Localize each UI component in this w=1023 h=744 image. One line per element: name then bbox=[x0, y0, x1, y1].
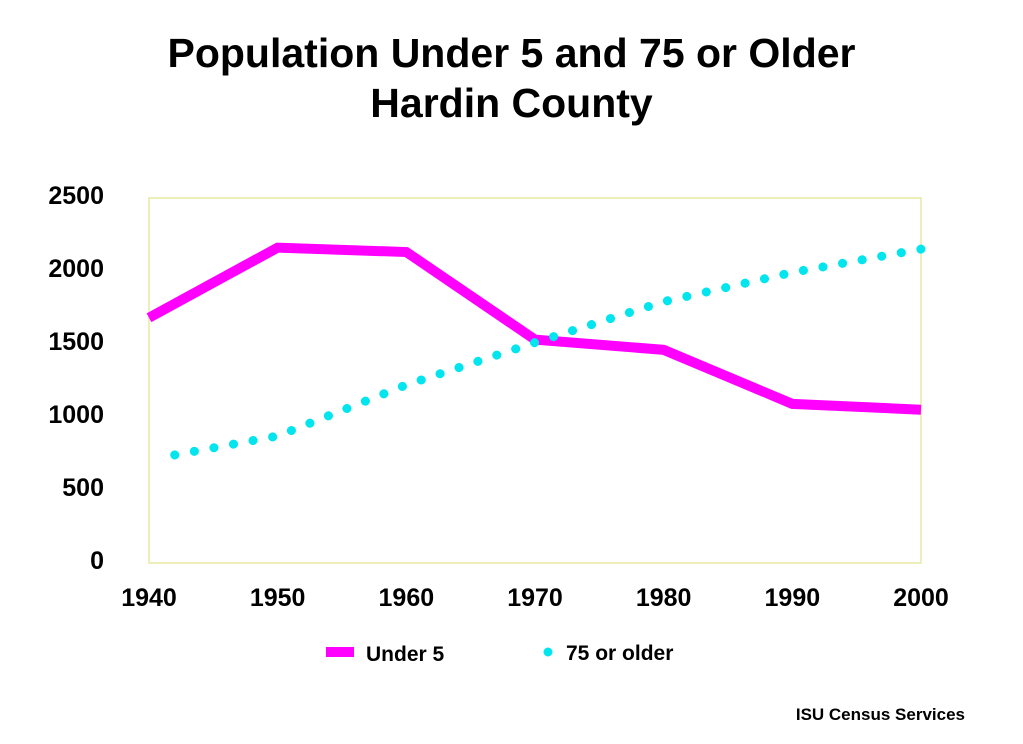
y-tick-label: 1500 bbox=[48, 328, 104, 356]
chart-title-block: Population Under 5 and 75 or Older Hardi… bbox=[0, 28, 1023, 128]
x-tick-label: 1940 bbox=[121, 584, 177, 612]
legend: Under 5 75 or older bbox=[326, 642, 673, 666]
y-tick-label: 2000 bbox=[48, 255, 104, 283]
chart-subtitle: Hardin County bbox=[370, 80, 653, 126]
y-tick-label: 0 bbox=[90, 547, 104, 575]
x-tick-label: 1980 bbox=[636, 584, 692, 612]
x-axis: 1940 1950 1960 1970 1980 1990 2000 bbox=[121, 584, 949, 612]
source-footer: ISU Census Services bbox=[795, 705, 965, 724]
chart-title: Population Under 5 and 75 or Older bbox=[167, 30, 856, 76]
x-tick-label: 1960 bbox=[379, 584, 435, 612]
series-layer bbox=[146, 242, 926, 460]
x-tick-label: 2000 bbox=[893, 584, 949, 612]
y-axis: 0 500 1000 1500 2000 2500 bbox=[48, 182, 104, 575]
plot-area bbox=[148, 197, 922, 564]
y-tick-label: 500 bbox=[62, 474, 104, 502]
x-tick-label: 1970 bbox=[507, 584, 563, 612]
x-tick-label: 1950 bbox=[250, 584, 306, 612]
legend-swatch-75-or-older bbox=[543, 647, 553, 657]
x-tick-label: 1990 bbox=[765, 584, 821, 612]
y-tick-label: 2500 bbox=[48, 182, 104, 210]
legend-label-75-or-older: 75 or older bbox=[566, 642, 673, 665]
y-tick-label: 1000 bbox=[48, 401, 104, 429]
legend-label-under-5: Under 5 bbox=[366, 643, 445, 666]
